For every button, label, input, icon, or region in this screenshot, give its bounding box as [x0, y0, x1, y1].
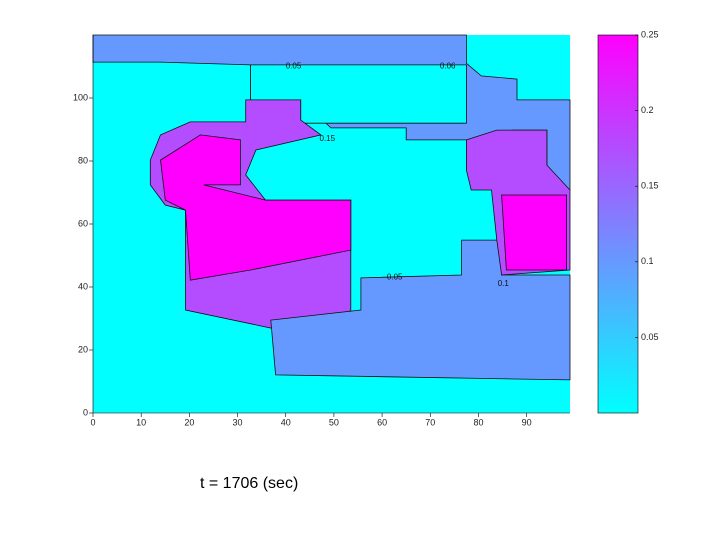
- caption: t = 1706 (sec): [200, 475, 298, 492]
- x-tick-label: 10: [136, 417, 146, 427]
- colorbar-tick-label: 0.05: [641, 332, 659, 342]
- x-tick-label: 30: [233, 417, 243, 427]
- contour-region: [160, 134, 352, 281]
- x-tick-label: 80: [473, 417, 483, 427]
- colorbar-tick-label: 0.25: [641, 29, 659, 39]
- contour-label: 0.15: [319, 134, 335, 143]
- contour-label: 0.05: [387, 273, 403, 282]
- y-tick-label: 0: [83, 407, 88, 417]
- y-tick-label: 100: [73, 92, 88, 102]
- x-tick-label: 90: [522, 417, 532, 427]
- colorbar-tick-label: 0.15: [641, 181, 659, 191]
- colorbar: [597, 34, 639, 414]
- contour-label: 0.1: [498, 279, 510, 288]
- contour-label: 0.06: [440, 62, 456, 71]
- x-tick-label: 20: [184, 417, 194, 427]
- y-tick-label: 40: [78, 281, 88, 291]
- contour-region: [501, 194, 567, 271]
- y-tick-label: 80: [78, 155, 88, 165]
- y-tick-label: 20: [78, 344, 88, 354]
- colorbar-tick-label: 0.2: [641, 105, 654, 115]
- x-tick-label: 60: [377, 417, 387, 427]
- colorbar-tick-label: 0.1: [641, 256, 654, 266]
- y-tick-label: 60: [78, 218, 88, 228]
- x-tick-label: 50: [329, 417, 339, 427]
- x-tick-label: 40: [281, 417, 291, 427]
- contour-label: 0.05: [286, 62, 302, 71]
- x-tick-label: 0: [90, 417, 95, 427]
- x-tick-label: 70: [425, 417, 435, 427]
